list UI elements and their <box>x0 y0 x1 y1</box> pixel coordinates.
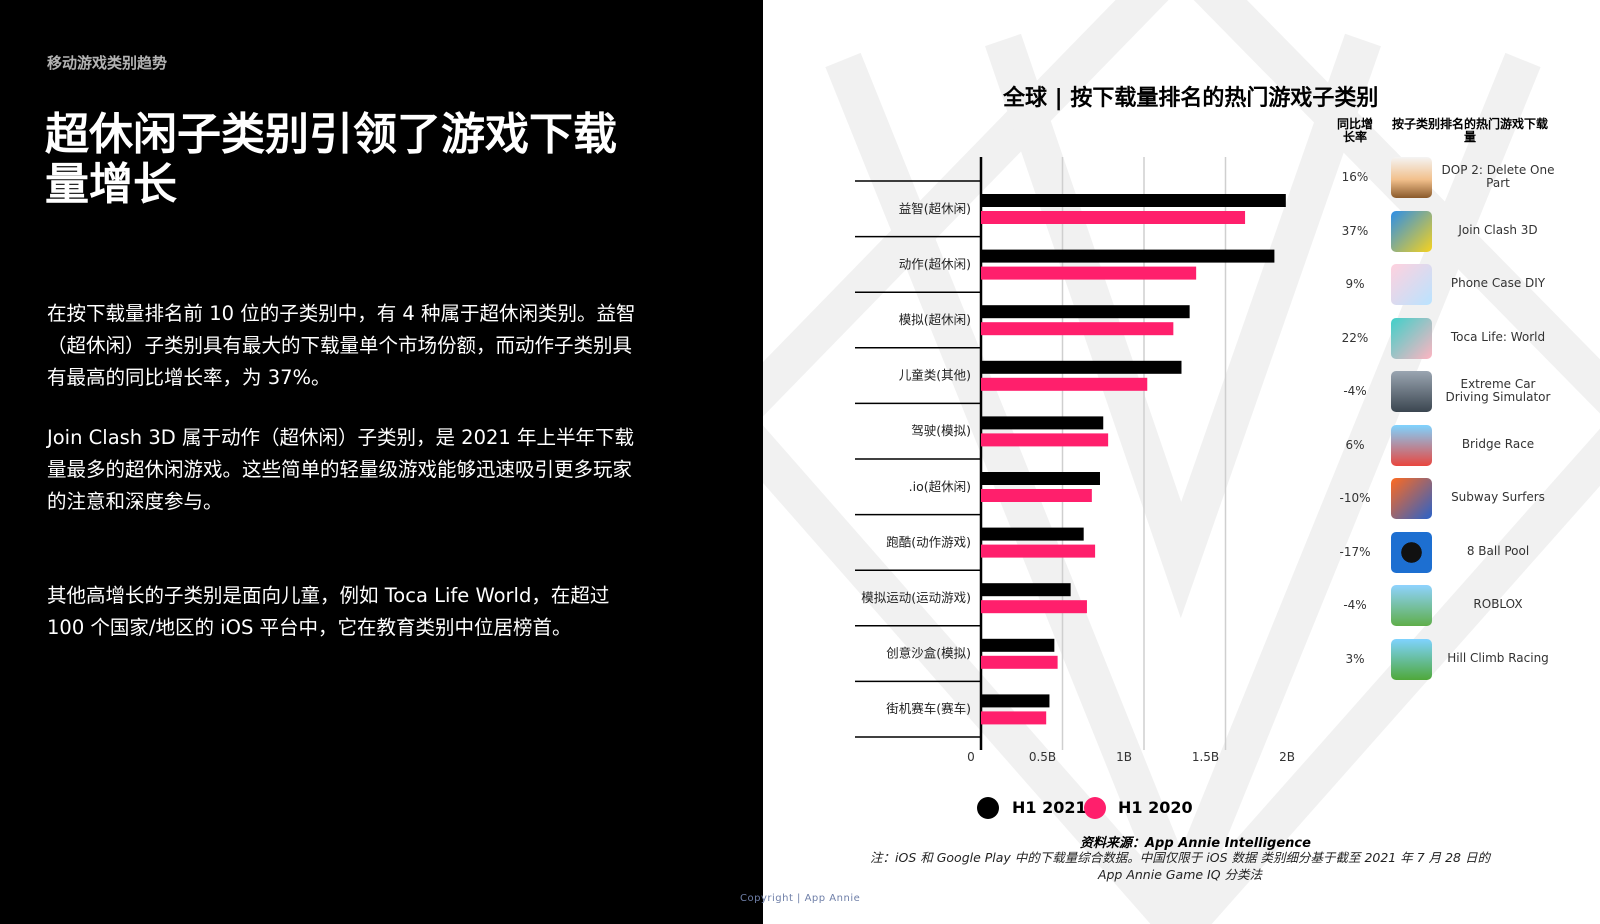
bar-h1-2021 <box>981 360 1182 374</box>
bridge-race-icon <box>1391 424 1432 466</box>
game-name: ROBLOX <box>1473 597 1523 611</box>
game-name: DOP 2: Delete One Part <box>1441 163 1555 190</box>
copyright: Copyright | App Annie <box>740 893 861 904</box>
bar-h1-2021 <box>981 638 1055 652</box>
category-label: 驾驶(模拟) <box>911 423 971 438</box>
footnote-line-2: App Annie Game IQ 分类法 <box>1097 867 1263 882</box>
bar-h1-2021 <box>981 249 1275 263</box>
bar-h1-2020 <box>981 544 1096 558</box>
x-tick-label: 0.5B <box>1029 750 1056 764</box>
bar-h1-2020 <box>981 322 1174 336</box>
bar-h1-2021 <box>981 472 1100 485</box>
game-name: Toca Life: World <box>1450 329 1546 344</box>
bar-h1-2020 <box>981 433 1109 447</box>
growth-value: 9% <box>1345 277 1365 291</box>
growth-value: 22% <box>1341 330 1369 345</box>
x-tick-label: 1B <box>1116 750 1132 764</box>
paragraph-1: 在按下载量排名前 10 位的子类别中，有 4 种属于超休闲类别。益智（超休闲）子… <box>47 302 636 389</box>
hill-climb-icon <box>1391 638 1432 680</box>
growth-value: -4% <box>1343 598 1367 612</box>
category-label: 创意沙盒(模拟) <box>886 646 971 661</box>
join-clash-icon <box>1391 210 1432 252</box>
legend-label-h1-2021: H1 2021 <box>1012 798 1087 817</box>
chart-title: 全球 | 按下载量排名的热门游戏子类别 <box>1003 86 1379 111</box>
game-name: Phone Case DIY <box>1450 276 1546 290</box>
bar-h1-2020 <box>981 211 1246 224</box>
bar-h1-2020 <box>981 266 1197 280</box>
x-tick-label: 2B <box>1279 750 1295 764</box>
category-label: 模拟运动(运动游戏) <box>861 590 971 605</box>
growth-value: -10% <box>1339 491 1371 505</box>
category-label: 儿童类(其他) <box>899 368 971 383</box>
x-tick-label: 0 <box>967 750 975 764</box>
category-label: 跑酷(动作游戏) <box>886 534 971 549</box>
paragraph-3: 其他高增长的子类别是面向儿童，例如 Toca Life World，在超过 10… <box>47 584 610 639</box>
bar-h1-2021 <box>981 583 1071 597</box>
legend-marker-h1-2021 <box>977 797 999 819</box>
x-tick-label: 1.5B <box>1192 750 1219 764</box>
category-label: .io(超休闲) <box>909 479 971 494</box>
bar-h1-2021 <box>981 305 1190 319</box>
toca-life-icon <box>1391 317 1432 359</box>
game-name: Bridge Race <box>1461 436 1535 451</box>
bar-h1-2021 <box>981 527 1084 541</box>
bar-h1-2021 <box>981 194 1286 207</box>
growth-value: 6% <box>1345 437 1365 452</box>
bar-h1-2020 <box>981 711 1047 725</box>
category-label: 街机赛车(赛车) <box>886 701 971 716</box>
growth-value: 3% <box>1345 651 1365 666</box>
subway-surfers-icon <box>1391 478 1432 519</box>
game-name: Join Clash 3D <box>1458 222 1538 237</box>
growth-column-header: 同比增长率 <box>1336 117 1373 144</box>
roblox-icon <box>1391 585 1432 626</box>
section-label: 移动游戏类别趋势 <box>47 54 168 72</box>
games-column-header: 按子类别排名的热门游戏下载量 <box>1391 117 1548 144</box>
bar-h1-2020 <box>981 489 1092 502</box>
left-panel: 移动游戏类别趋势 超休闲子类别引领了游戏下载量增长 在按下载量排名前 10 位的… <box>0 0 763 924</box>
bar-h1-2020 <box>981 655 1058 669</box>
growth-value: -4% <box>1343 384 1367 398</box>
bar-h1-2020 <box>981 600 1087 614</box>
footnote-line-1: 注：iOS 和 Google Play 中的下载量综合数据。中国仅限于 iOS … <box>870 850 1490 865</box>
growth-value: 37% <box>1341 223 1369 238</box>
bar-h1-2021 <box>981 416 1104 430</box>
extreme-car-icon <box>1391 371 1432 412</box>
legend-marker-h1-2020 <box>1084 797 1106 819</box>
growth-value: 16% <box>1341 170 1369 184</box>
category-label: 益智(超休闲) <box>899 201 971 216</box>
paragraph-2: Join Clash 3D 属于动作（超休闲）子类别，是 2021 年上半年下载… <box>47 426 634 513</box>
dop2-icon <box>1391 157 1432 198</box>
legend-label-h1-2020: H1 2020 <box>1118 798 1193 817</box>
game-name: Subway Surfers <box>1451 490 1545 504</box>
category-label: 模拟(超休闲) <box>899 312 971 327</box>
8-ball-pool-icon <box>1391 531 1432 573</box>
category-label: 动作(超休闲) <box>899 256 971 271</box>
source-note: 资料来源：App Annie Intelligence <box>1080 836 1311 851</box>
game-name: Extreme Car Driving Simulator <box>1445 377 1551 404</box>
growth-value: -17% <box>1339 544 1371 559</box>
bar-h1-2021 <box>981 694 1050 708</box>
bar-h1-2020 <box>981 377 1148 391</box>
phone-case-icon <box>1391 264 1432 305</box>
bar-chart: 益智(超休闲) 动作(超休闲) 模拟(超休闲) 儿童类(其他) 驾驶(模拟) .io(超休… <box>855 157 1295 764</box>
page-title: 超休闲子类别引领了游戏下载量增长 <box>45 109 617 210</box>
game-name: Hill Climb Racing <box>1447 650 1549 665</box>
game-name: 8 Ball Pool <box>1466 543 1530 558</box>
